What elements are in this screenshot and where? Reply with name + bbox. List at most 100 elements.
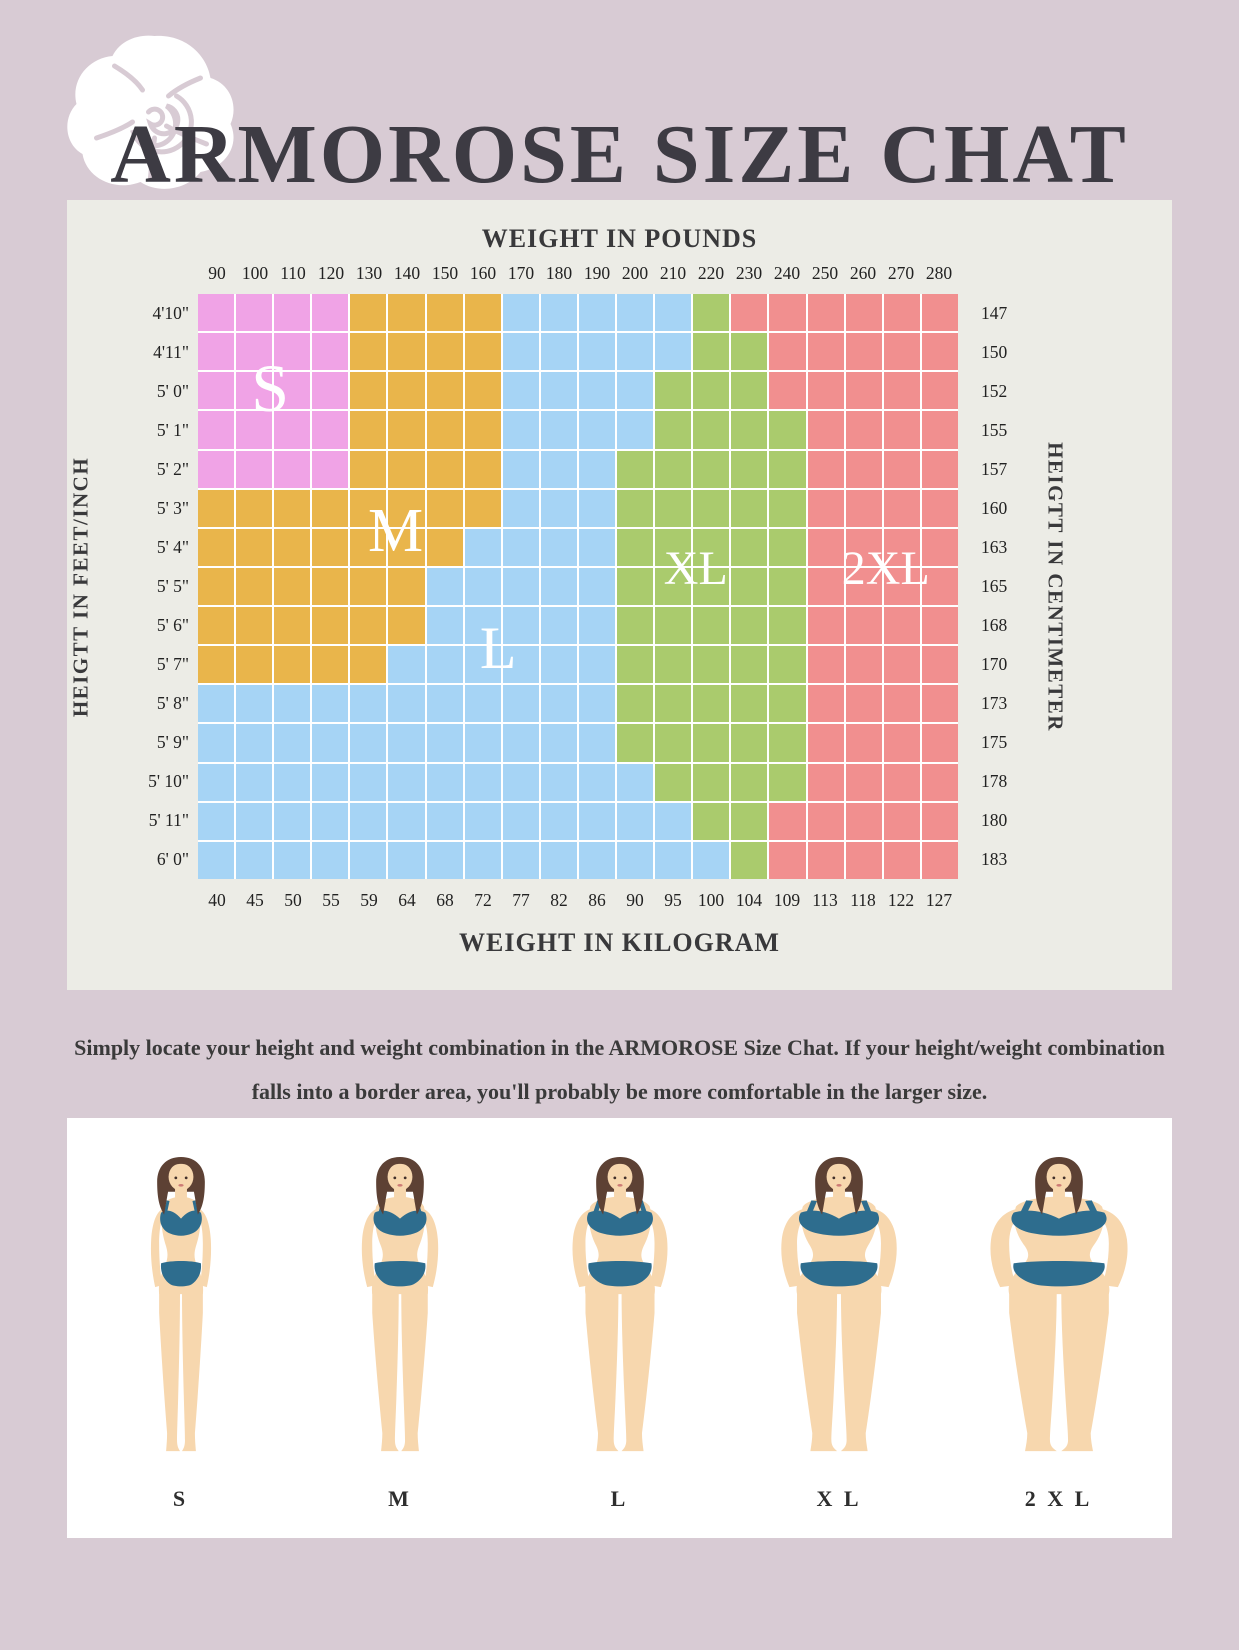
feet-tick: 6' 0" [156,849,189,869]
size-cell-L [502,567,539,606]
size-cell-L [350,724,387,762]
size-cell-M [350,489,387,527]
woman-figure [989,1156,1128,1452]
size-cell-XL [731,763,768,801]
size-cell-L [464,607,501,645]
size-cell-2XL [807,841,844,879]
pounds-tick: 220 [697,263,725,283]
size-cell-2XL [769,802,806,840]
size-cell-M [426,411,463,449]
size-cell-L [236,724,273,762]
size-cell-L [312,685,349,723]
pounds-tick: 260 [849,263,877,283]
pounds-tick: 200 [621,263,649,283]
pounds-tick: 230 [735,263,763,283]
size-cell-S [274,372,311,410]
feet-tick: 5' 7" [156,654,189,674]
kilograms-tick: 95 [664,890,682,910]
size-cell-XL [769,489,806,527]
size-cell-M [464,450,501,488]
kilograms-tick: 68 [436,890,454,910]
size-cell-L [350,685,387,723]
size-cell-XL [769,528,806,566]
size-cell-XL [693,489,730,527]
size-cell-L [388,724,425,762]
size-cell-XL [731,567,768,606]
size-cell-M [426,294,463,332]
size-cell-2XL [883,567,920,606]
kilograms-tick: 64 [398,890,416,910]
size-cell-M [350,567,387,606]
size-cell-M [236,489,273,527]
size-cell-M [350,294,387,332]
size-cell-S [274,450,311,488]
pounds-tick: 110 [280,263,306,283]
size-cell-XL [731,841,768,879]
size-cell-L [198,802,235,840]
size-cell-L [502,450,539,488]
size-cell-M [426,450,463,488]
size-cell-M [464,294,501,332]
size-cell-XL [693,724,730,762]
size-cell-L [502,528,539,566]
size-cell-M [388,528,425,566]
cm-tick: 157 [981,459,1008,479]
size-cell-L [617,294,654,332]
pounds-tick: 90 [208,263,226,283]
size-cell-M [426,372,463,410]
size-cell-L [350,841,387,879]
size-cell-M [464,333,501,371]
page-title: ARMOROSE SIZE CHAT [110,108,1129,202]
feet-tick: 5' 6" [156,615,189,635]
cm-tick: 180 [981,810,1008,830]
size-cell-L [578,567,616,606]
pounds-tick: 170 [507,263,535,283]
cm-tick: 170 [981,654,1008,674]
size-cell-XL [731,685,768,723]
size-cell-2XL [807,724,844,762]
size-cell-2XL [883,411,920,449]
feet-tick: 5' 2" [156,459,189,479]
size-cell-2XL [921,333,958,371]
size-cell-L [426,685,463,723]
feet-tick: 4'11" [153,342,189,362]
size-cell-2XL [921,841,958,879]
size-cell-L [274,841,311,879]
size-cell-L [312,802,349,840]
size-cell-XL [617,724,654,762]
figure-size-label: X L [816,1486,862,1511]
size-cell-L [655,294,692,332]
size-cell-XL [693,333,730,371]
kilograms-tick: 77 [512,890,530,910]
size-cell-L [464,802,501,840]
size-cell-L [388,685,425,723]
size-cell-XL [617,450,654,488]
size-cell-XL [731,724,768,762]
size-cell-XL [655,607,692,645]
size-cell-L [693,841,730,879]
size-cell-L [502,294,539,332]
size-cell-M [350,333,387,371]
kilograms-tick: 40 [208,890,226,910]
size-cell-XL [769,411,806,449]
size-cell-2XL [883,685,920,723]
size-cell-L [426,724,463,762]
feet-tick: 5' 8" [156,693,189,713]
size-cell-M [236,607,273,645]
feet-tick: 5' 1" [156,420,189,440]
size-cell-L [578,724,616,762]
size-cell-L [578,841,616,879]
size-cell-S [312,333,349,371]
figure-1: S [75,1152,287,1512]
cm-axis: 147 150 152 155 157 160 163 165 168 170 173 175 178 1… [981,294,1061,879]
left-axis-title: HEIGTT IN FEET/INCH [68,456,93,717]
size-cell-M [236,528,273,566]
size-cell-L [540,724,577,762]
size-cell-L [540,333,577,371]
size-cell-L [540,607,577,645]
size-cell-M [312,607,349,645]
size-cell-M [198,489,235,527]
feet-tick: 5' 11" [148,810,189,830]
size-cell-L [388,763,425,801]
size-cell-L [274,763,311,801]
